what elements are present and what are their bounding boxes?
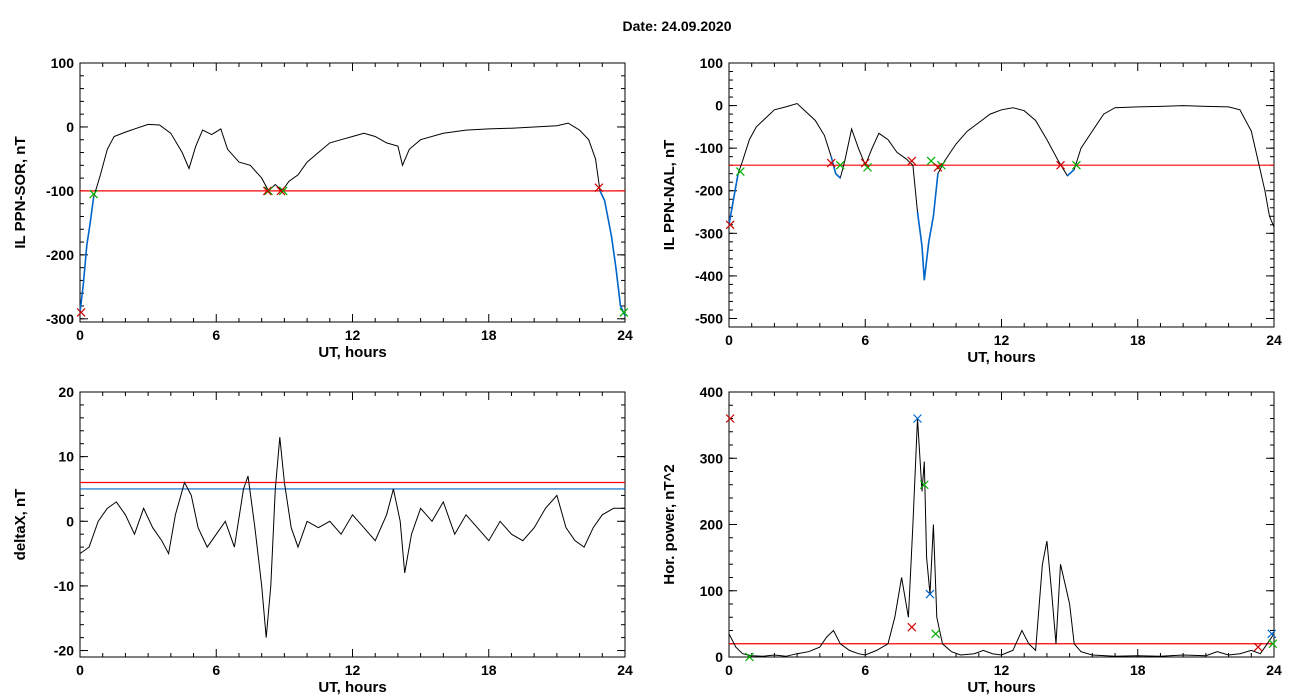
start-marker xyxy=(745,652,754,662)
start-marker xyxy=(619,307,629,317)
x-axis-label: UT, hours xyxy=(318,344,386,361)
x-tick-label: 18 xyxy=(481,662,497,678)
start-marker xyxy=(931,629,941,639)
highlight-segment xyxy=(916,173,939,281)
start-marker xyxy=(264,186,273,196)
y-axis-label: deltaX, nT xyxy=(12,489,29,561)
end-marker xyxy=(1253,642,1263,652)
y-tick-label: 100 xyxy=(700,55,724,71)
end-marker xyxy=(860,158,870,168)
plot-frame xyxy=(79,391,626,658)
start-marker xyxy=(863,162,872,172)
y-tick-label: -100 xyxy=(695,140,723,156)
x-tick-label: 0 xyxy=(725,332,733,348)
x-tick-label: 24 xyxy=(617,327,633,343)
panel-il-ppn-sor: 0 6 12 18 24 -300 -200 -100 0 100 UT, hours IL PPN-… xyxy=(12,55,633,361)
y-tick-label: -200 xyxy=(695,183,723,199)
x-tick-label: 18 xyxy=(1130,662,1146,678)
x-axis-label: UT, hours xyxy=(967,679,1035,696)
x-tick-label: 18 xyxy=(481,327,497,343)
x-tick-label: 24 xyxy=(1266,332,1282,348)
y-tick-label: 20 xyxy=(58,384,74,400)
x-tick-label: 24 xyxy=(617,662,633,678)
panel-deltax: 0 6 12 18 24 -20 -10 0 10 20 UT, hours deltaX, nT xyxy=(12,384,633,696)
y-tick-label: 0 xyxy=(66,513,74,529)
end-marker xyxy=(907,622,917,632)
y-tick-label: -10 xyxy=(54,578,74,594)
x-axis-label: UT, hours xyxy=(318,679,386,696)
panel-il-ppn-nal: 0 6 12 18 24 -500 -400 -300 -200 -100 0 100 UT, hour… xyxy=(661,55,1282,366)
start-marker xyxy=(835,160,845,170)
y-tick-label: 300 xyxy=(700,450,724,466)
y-tick-label: 0 xyxy=(715,649,723,665)
end-marker xyxy=(725,220,735,230)
start-marker xyxy=(1072,160,1081,170)
end-marker xyxy=(76,307,86,317)
x-axis-label: UT, hours xyxy=(967,349,1035,366)
x-tick-label: 12 xyxy=(345,327,361,343)
x-tick-label: 6 xyxy=(861,332,869,348)
y-tick-label: -200 xyxy=(46,247,74,263)
x-tick-label: 24 xyxy=(1266,662,1282,678)
highlight-segment xyxy=(1066,168,1075,177)
y-tick-label: -300 xyxy=(46,311,74,327)
peak-marker xyxy=(1267,629,1277,639)
x-tick-label: 0 xyxy=(76,327,84,343)
peak-marker xyxy=(925,589,935,599)
series-line xyxy=(79,122,626,316)
x-tick-label: 12 xyxy=(994,332,1010,348)
end-marker xyxy=(826,158,836,168)
end-marker xyxy=(933,162,943,172)
y-axis-label: IL PPN-NAL, nT xyxy=(661,140,678,251)
end-marker xyxy=(725,414,735,423)
y-tick-label: -500 xyxy=(695,310,723,326)
y-tick-label: -20 xyxy=(54,643,74,659)
x-tick-label: 6 xyxy=(861,662,869,678)
y-axis-label: Hor. power, nT^2 xyxy=(661,464,678,584)
series-line xyxy=(728,418,1275,657)
plot-frame xyxy=(79,62,626,323)
start-marker xyxy=(735,167,745,177)
end-marker xyxy=(907,156,917,166)
y-tick-label: 100 xyxy=(51,55,75,71)
y-tick-label: -300 xyxy=(695,225,723,241)
end-marker xyxy=(276,186,286,196)
page-title: Date: 24.09.2020 xyxy=(622,18,732,34)
highlight-segment xyxy=(79,197,95,313)
x-tick-label: 18 xyxy=(1130,332,1146,348)
x-tick-label: 12 xyxy=(994,662,1010,678)
x-tick-label: 6 xyxy=(212,662,220,678)
y-tick-label: 400 xyxy=(700,384,724,400)
plot-frame xyxy=(728,62,1275,328)
plot-frame xyxy=(728,391,1275,658)
end-marker xyxy=(1056,160,1065,170)
x-tick-label: 0 xyxy=(725,662,733,678)
y-tick-label: 0 xyxy=(715,98,723,114)
start-marker xyxy=(278,186,288,196)
y-tick-label: -100 xyxy=(46,183,74,199)
y-tick-label: 0 xyxy=(66,119,74,135)
x-tick-label: 6 xyxy=(212,327,220,343)
highlight-segment xyxy=(599,190,626,316)
y-tick-label: 10 xyxy=(58,449,74,465)
y-tick-label: -400 xyxy=(695,268,723,284)
series-line xyxy=(728,102,1275,281)
start-marker xyxy=(89,189,99,199)
y-axis-label: IL PPN-SOR, nT xyxy=(12,136,29,248)
x-tick-label: 0 xyxy=(76,662,84,678)
y-tick-label: 200 xyxy=(700,517,724,533)
series-line xyxy=(79,437,625,638)
start-marker xyxy=(919,480,929,490)
start-marker xyxy=(1268,639,1278,649)
end-marker xyxy=(262,186,272,196)
panel-hor-power: 0 6 12 18 24 0 100 200 300 400 UT, hours Hor. power… xyxy=(661,384,1282,696)
peak-marker xyxy=(913,414,922,423)
end-marker xyxy=(594,183,604,193)
y-tick-label: 100 xyxy=(700,583,724,599)
highlight-segment xyxy=(728,173,739,225)
x-tick-label: 12 xyxy=(345,662,361,678)
